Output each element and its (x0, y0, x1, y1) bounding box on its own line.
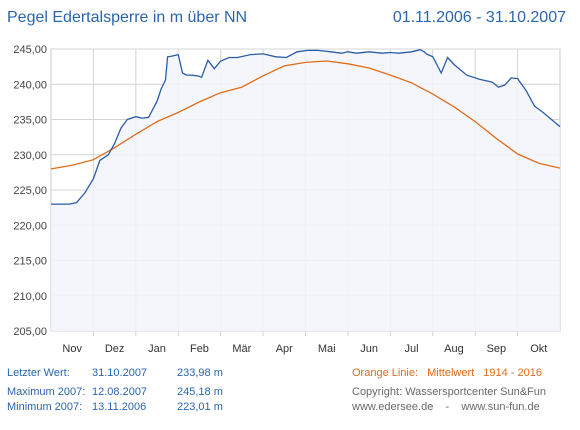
x-tick-label: Okt (530, 343, 547, 355)
x-tick-label: Aug (444, 343, 464, 355)
y-tick-label: 235,00 (13, 115, 47, 127)
y-tick-label: 230,00 (13, 150, 47, 162)
x-tick-label: Sep (487, 343, 507, 355)
y-tick-label: 210,00 (13, 291, 47, 303)
y-tick-label: 205,00 (13, 326, 47, 338)
x-tick-label: Mär (232, 343, 251, 355)
y-tick-label: 215,00 (13, 256, 47, 268)
min-label: Minimum 2007: (7, 401, 83, 413)
x-tick-label: Mai (318, 343, 336, 355)
mean-legend-text: Mittelwert (427, 367, 475, 379)
level-area-fill (51, 49, 560, 331)
last-value-date: 31.10.2007 (92, 367, 148, 379)
last-value-label: Letzter Wert: (7, 367, 70, 379)
x-tick-label: Feb (190, 343, 209, 355)
y-tick-label: 245,00 (13, 44, 47, 56)
x-axis: Nov Dez Jan Feb Mär Apr Mai Jun Jul Aug Sep Okt (62, 343, 547, 355)
last-value: 233,98 m (177, 367, 223, 379)
level-line-series (51, 49, 561, 205)
x-tick-label: Jan (148, 343, 166, 355)
period-range: 01.11.2006 - 31.10.2007 (392, 9, 566, 26)
y-tick-label: 220,00 (13, 220, 47, 232)
x-tick-label: Jun (360, 343, 378, 355)
max-date: 12.08.2007 (92, 386, 148, 398)
copyright-text: Copyright: Wassersportcenter Sun&Fun (352, 386, 547, 398)
min-value: 223,01 m (177, 401, 223, 413)
x-tick-label: Apr (276, 343, 293, 355)
x-tick-label: Nov (62, 343, 82, 355)
mean-line-legend: Orange Linie: Mittelwert 1914 - 2016 (352, 367, 548, 379)
chart-title: Pegel Edertalsperre in m über NN (7, 9, 248, 26)
x-tick-label: Jul (405, 343, 419, 355)
y-tick-label: 240,00 (13, 79, 47, 91)
max-label: Maximum 2007: (7, 386, 86, 398)
max-value: 245,18 m (177, 386, 223, 398)
mean-legend-label: Orange Linie: (352, 367, 419, 379)
x-tick-label: Dez (105, 343, 125, 355)
y-axis: 205,00 210,00 215,00 220,00 225,00 230,00 235,… (13, 44, 47, 338)
website-links: www.edersee.de - www.sun-fun.de (352, 401, 540, 413)
mean-line-series (50, 60, 561, 170)
min-date: 13.11.2006 (92, 401, 147, 413)
y-tick-label: 225,00 (13, 185, 47, 197)
mean-legend-years: 1914 - 2016 (483, 367, 542, 379)
level-chart: 205,00 210,00 215,00 220,00 225,00 230,00 235,… (13, 44, 561, 355)
